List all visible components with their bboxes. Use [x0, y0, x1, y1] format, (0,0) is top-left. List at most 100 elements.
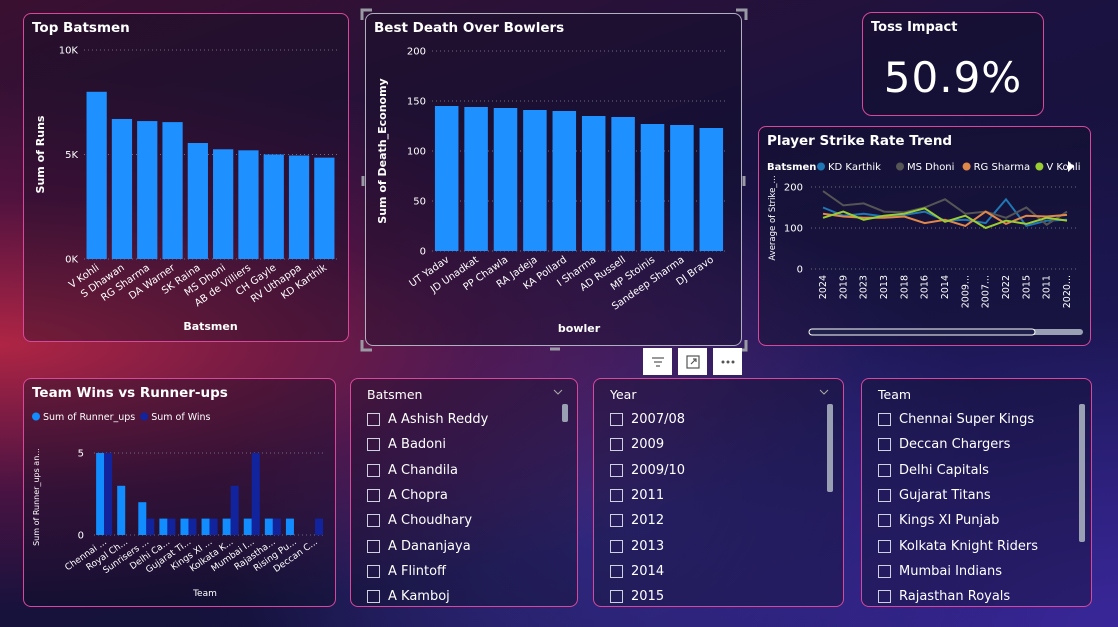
bar[interactable]	[222, 518, 231, 535]
series-line[interactable]	[822, 207, 1068, 230]
slicer-item[interactable]: A Kamboj	[367, 584, 557, 606]
checkbox[interactable]	[367, 514, 380, 528]
bar[interactable]	[146, 518, 155, 535]
checkbox[interactable]	[878, 539, 891, 553]
slicer-item[interactable]: A Chopra	[367, 483, 557, 508]
slicer-item[interactable]: Mumbai Indians	[878, 559, 1071, 584]
checkbox[interactable]	[610, 590, 623, 604]
slicer-item[interactable]: A Badoni	[367, 432, 557, 457]
bar[interactable]	[111, 118, 133, 259]
bar[interactable]	[285, 518, 294, 535]
slicer-item[interactable]: A Choudhary	[367, 508, 557, 533]
bar[interactable]	[96, 453, 105, 535]
bar[interactable]	[640, 124, 665, 251]
bar[interactable]	[272, 518, 281, 535]
checkbox[interactable]	[367, 539, 380, 553]
slicer-item[interactable]: 2009	[610, 432, 823, 457]
bar[interactable]	[581, 116, 606, 251]
checkbox[interactable]	[367, 489, 380, 503]
series-line[interactable]	[822, 210, 1068, 227]
legend-label[interactable]: KD Karthik	[828, 162, 881, 173]
bar[interactable]	[434, 106, 459, 251]
bar[interactable]	[188, 518, 197, 535]
strike-rate-chart[interactable]: Batsmen KD Karthik MS Dhoni RG Sharma V Kohl…	[759, 127, 1091, 346]
checkbox[interactable]	[878, 489, 891, 503]
bar[interactable]	[263, 154, 284, 260]
death-bowlers-card[interactable]: Best Death Over Bowlers 0 50 100 150 200 UT Y…	[365, 13, 742, 346]
checkbox[interactable]	[610, 514, 623, 528]
bar[interactable]	[117, 485, 126, 535]
checkbox[interactable]	[878, 438, 891, 452]
bar[interactable]	[162, 122, 183, 259]
bar[interactable]	[243, 518, 252, 535]
checkbox[interactable]	[610, 438, 623, 452]
bar[interactable]	[238, 150, 259, 259]
bar[interactable]	[86, 91, 107, 259]
bar[interactable]	[201, 518, 210, 535]
slicer-item[interactable]: Kings XI Punjab	[878, 508, 1071, 533]
slicer-item[interactable]: Delhi Capitals	[878, 458, 1071, 483]
chevron-down-icon[interactable]	[819, 387, 829, 397]
checkbox[interactable]	[610, 539, 623, 553]
slicer-item[interactable]: 2013	[610, 533, 823, 558]
slicer-item[interactable]: Deccan Chargers	[878, 432, 1071, 457]
slicer-item[interactable]: Kolkata Knight Riders	[878, 533, 1071, 558]
checkbox[interactable]	[367, 463, 380, 477]
scrollbar-thumb[interactable]	[827, 404, 833, 492]
bar[interactable]	[314, 157, 335, 259]
scrollbar-thumb[interactable]	[562, 404, 568, 422]
legend-label[interactable]: V Kohli	[1046, 162, 1080, 173]
legend-next-icon[interactable]	[1068, 161, 1074, 172]
slicer-item[interactable]: A Dananjaya	[367, 533, 557, 558]
checkbox[interactable]	[367, 413, 380, 427]
bar[interactable]	[104, 453, 113, 535]
checkbox[interactable]	[367, 590, 380, 604]
slicer-item[interactable]: A Flintoff	[367, 559, 557, 584]
bar[interactable]	[167, 518, 176, 535]
bar[interactable]	[611, 117, 635, 251]
scrollbar-thumb[interactable]	[1079, 404, 1085, 542]
legend-label[interactable]: Sum of Wins	[151, 412, 210, 423]
slicer-item[interactable]: 2014	[610, 559, 823, 584]
bar[interactable]	[180, 518, 189, 535]
scrollbar-thumb[interactable]	[808, 328, 1036, 336]
slicer-item[interactable]: 2009/10	[610, 458, 823, 483]
checkbox[interactable]	[610, 413, 623, 427]
bar[interactable]	[187, 143, 208, 259]
checkbox[interactable]	[878, 590, 891, 604]
bar[interactable]	[523, 110, 547, 251]
team-wins-card[interactable]: Team Wins vs Runner-ups Sum of Runner_up…	[23, 378, 336, 607]
checkbox[interactable]	[610, 463, 623, 477]
legend-label[interactable]: RG Sharma	[974, 162, 1031, 173]
slicer-item[interactable]: 2012	[610, 508, 823, 533]
checkbox[interactable]	[878, 514, 891, 528]
bar[interactable]	[288, 155, 310, 259]
bar[interactable]	[552, 111, 577, 251]
slicer-item[interactable]: Chennai Super Kings	[878, 407, 1071, 432]
slicer-item[interactable]: A Ashish Reddy	[367, 407, 557, 432]
slicer-item[interactable]: 2007/08	[610, 407, 823, 432]
checkbox[interactable]	[367, 564, 380, 578]
batsmen-slicer[interactable]: Batsmen A Ashish Reddy A Badoni A Chandi…	[350, 378, 578, 607]
chevron-down-icon[interactable]	[553, 387, 563, 397]
bar[interactable]	[159, 518, 168, 535]
bar[interactable]	[493, 108, 518, 251]
slicer-item[interactable]: A Chandila	[367, 458, 557, 483]
bar[interactable]	[209, 518, 218, 535]
bar[interactable]	[464, 107, 488, 251]
year-slicer[interactable]: Year 2007/08 2009 2009/10 2011 2012 2013…	[593, 378, 844, 607]
team-slicer[interactable]: Team Chennai Super Kings Deccan Chargers…	[861, 378, 1092, 607]
legend-label[interactable]: Sum of Runner_ups	[43, 412, 135, 423]
checkbox[interactable]	[878, 564, 891, 578]
bar[interactable]	[230, 485, 239, 535]
filter-button[interactable]	[643, 348, 672, 375]
strike-rate-card[interactable]: Player Strike Rate Trend Batsmen KD Karth…	[758, 126, 1091, 346]
toss-impact-card[interactable]: Toss Impact 50.9%	[862, 12, 1044, 116]
top-batsmen-card[interactable]: Top Batsmen 0K 5K 10K V Kohli S Dhawan RG Sha…	[23, 13, 349, 342]
team-wins-chart[interactable]: Sum of Runner_ups Sum of Wins 0 5 Sum of Run…	[24, 379, 336, 607]
bar[interactable]	[137, 121, 158, 259]
checkbox[interactable]	[878, 463, 891, 477]
focus-mode-button[interactable]	[678, 348, 707, 375]
